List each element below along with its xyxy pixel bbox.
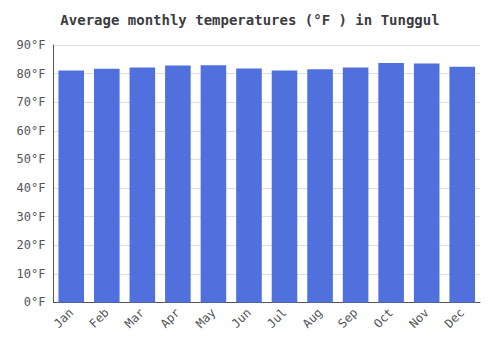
- svg-text:60°F: 60°F: [17, 124, 46, 138]
- svg-text:Jul: Jul: [264, 306, 289, 331]
- svg-text:Apr: Apr: [158, 306, 183, 331]
- svg-text:Average monthly temperatures (: Average monthly temperatures (°F ) in Tu…: [60, 12, 439, 28]
- svg-text:70°F: 70°F: [17, 95, 46, 109]
- svg-text:Sep: Sep: [335, 306, 360, 331]
- svg-text:May: May: [193, 306, 218, 331]
- svg-text:Dec: Dec: [442, 306, 467, 331]
- svg-text:Feb: Feb: [87, 306, 112, 331]
- svg-text:50°F: 50°F: [17, 152, 46, 166]
- svg-text:Mar: Mar: [122, 306, 147, 331]
- svg-text:Aug: Aug: [300, 306, 325, 331]
- svg-text:Nov: Nov: [406, 306, 431, 331]
- svg-text:40°F: 40°F: [17, 181, 46, 195]
- svg-text:Oct: Oct: [371, 306, 396, 331]
- svg-text:30°F: 30°F: [17, 210, 46, 224]
- svg-text:80°F: 80°F: [17, 67, 46, 81]
- svg-text:20°F: 20°F: [17, 238, 46, 252]
- svg-text:0°F: 0°F: [24, 295, 46, 309]
- svg-text:90°F: 90°F: [17, 38, 46, 52]
- svg-text:Jan: Jan: [51, 306, 76, 331]
- svg-text:10°F: 10°F: [17, 267, 46, 281]
- svg-text:Jun: Jun: [229, 306, 254, 331]
